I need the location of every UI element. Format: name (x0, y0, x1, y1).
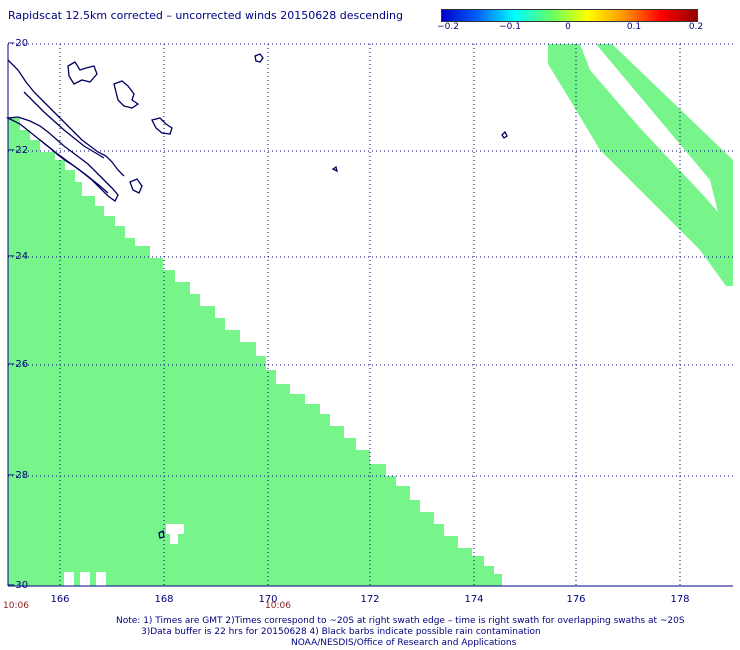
island-a (67, 61, 98, 85)
colorbar-tick: 0 (565, 22, 571, 32)
lat-label: −22 (7, 145, 29, 156)
wind-swaths (8, 44, 733, 586)
lon-label: 178 (670, 594, 690, 605)
island-g (331, 165, 338, 173)
colorbar-tick: −0.1 (499, 22, 521, 32)
vanuatu-north-coast (7, 59, 125, 177)
new-caledonia-inner (39, 139, 109, 194)
vanuatu-inner (23, 91, 105, 159)
lat-label: −26 (7, 359, 29, 370)
pass-time-label: 10:06 (3, 601, 29, 611)
lon-label: 166 (50, 594, 70, 605)
colorbar-tick: 0.2 (688, 22, 704, 32)
lon-label: 172 (360, 594, 380, 605)
pass-time-label: 10:06 (265, 601, 291, 611)
lon-label: 168 (154, 594, 174, 605)
lon-label: 176 (566, 594, 586, 605)
island-d (129, 178, 143, 194)
swath-gap (96, 572, 106, 586)
footnote-line-3: NOAA/NESDIS/Office of Research and Appli… (291, 638, 517, 648)
island-h (158, 530, 165, 539)
coastline (5, 53, 508, 539)
swath-right-gap (580, 44, 718, 212)
colorbar (441, 9, 698, 22)
island-c (151, 117, 173, 135)
map-title: Rapidscat 12.5km corrected – uncorrected… (8, 9, 404, 22)
swath-right (548, 44, 733, 286)
island-f (501, 130, 508, 139)
swath-gap (170, 534, 178, 544)
lat-lon-grid (7, 43, 733, 587)
lat-label: −24 (7, 251, 29, 262)
colorbar-tick: 0.1 (626, 22, 642, 32)
island-e (254, 53, 264, 63)
footnote-line-1: Note: 1) Times are GMT 2)Times correspon… (116, 616, 685, 626)
footnote-line-2: 3)Data buffer is 22 hrs for 20150628 4) … (141, 627, 541, 637)
lat-label: −20 (7, 38, 29, 49)
lat-label: −28 (7, 470, 29, 481)
swath-gap (166, 524, 184, 534)
lon-label: 170 (258, 594, 278, 605)
swath-left (8, 118, 502, 586)
colorbar-tick: −0.2 (437, 22, 459, 32)
lat-label: −30 (7, 580, 29, 591)
swath-gap (80, 572, 90, 586)
swath-gap (64, 572, 74, 586)
lon-label: 174 (464, 594, 484, 605)
island-b (113, 80, 140, 109)
